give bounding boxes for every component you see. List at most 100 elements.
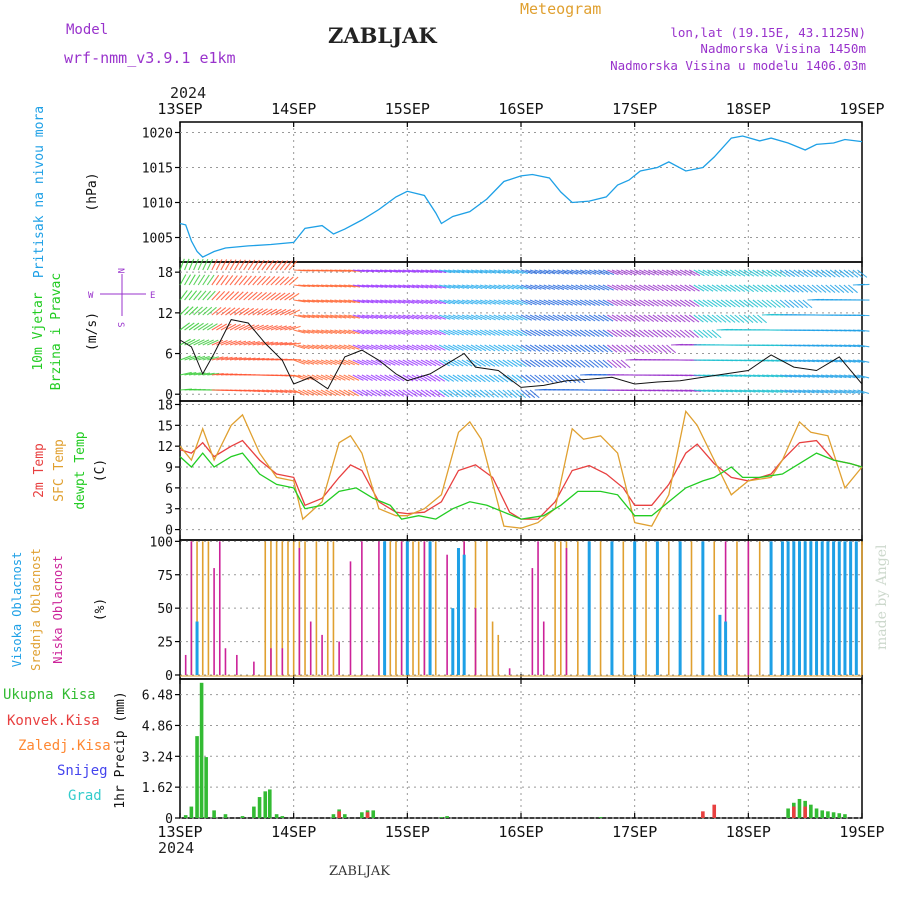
wind-barb [816,284,827,293]
clouds-ytick-label: 50 [157,602,173,617]
cloud-bar-high [195,621,199,675]
wind-barb [256,259,265,271]
wind-barb [343,374,355,381]
wind-barb [470,314,483,321]
wind-barb [202,323,214,331]
precip-ytick-label: 3.24 [142,750,173,765]
wind-barb [420,269,433,273]
wind-barb [738,284,750,293]
wind-barb [457,314,469,321]
wind-barb [793,269,805,278]
wind-barb [611,284,623,291]
wind-barb [575,299,587,306]
wind-barb [557,299,569,306]
wind-barb [479,284,492,290]
credit-watermark: made by Angel [874,544,890,650]
wind-barb [761,299,772,308]
cloud-bar-high [797,541,801,675]
wind-barb [834,269,845,278]
cloud-bar-high [462,554,466,675]
wind-barb [816,269,827,278]
wind-barb [338,329,351,335]
wind-barb [229,340,242,346]
wind-barb [220,340,233,346]
wind-barb [479,389,490,398]
wind-barb [548,284,560,291]
precip-bar-total [189,806,194,818]
wind-barb [179,371,192,376]
wind-barb [220,356,233,361]
wind-barb [811,389,824,394]
wind-barb [247,259,256,271]
wind-barb [520,359,532,368]
wind-barb [229,357,242,361]
wind-barb [525,269,538,275]
wind-barb [270,260,279,271]
wind-barb [193,274,201,286]
precip-bar-total [843,814,847,818]
wind-barb [734,314,745,323]
wind-barb [698,299,709,308]
wind-barb [670,269,683,276]
wind-barb [466,314,478,321]
precip-bar-total [252,806,256,818]
precip-panel: 0 1.62 3.24 4.86 6.48 1hr Precip (mm) Ukupna K… [3,678,863,827]
wind-barb [743,299,754,308]
wind-barb [207,356,219,361]
wind-barb [357,269,370,273]
wind-barb [420,389,432,398]
wind-barb [607,344,618,353]
wind-barb [265,276,276,286]
cloud-bar-high [780,541,784,675]
wind-barb [211,290,221,301]
compass-west: W [88,291,94,301]
wind-barb [488,299,501,305]
wind-barb [361,389,373,397]
cloud-bar-low [361,541,363,675]
wind-barb [625,269,637,276]
wind-barb [375,299,388,304]
wind-barb [402,269,415,273]
wind-barb [461,284,474,290]
wind-barb [511,314,523,321]
wind-barb [188,355,201,361]
precip-bar-conv [365,812,370,818]
wind-barb [548,314,560,322]
wind-barb [316,374,328,381]
wind-barb [207,339,219,346]
wind-barb [402,314,415,320]
wind-barb [338,374,351,381]
cloud-bar-low [253,661,255,675]
wind-barb [525,389,536,399]
wind-barb [616,344,627,353]
wind-barb [479,314,492,321]
wind-barb [238,291,249,301]
wind-barb [711,284,723,292]
wind-barb [588,329,600,337]
wind-barb [211,373,224,376]
wind-barb [707,329,717,339]
wind-barb [511,389,522,399]
wind-barb [766,374,779,378]
pressure-ytick-label: 1015 [142,162,173,177]
wind-barb [225,291,235,301]
wind-barb [293,359,306,365]
cloud-bar-high [803,541,807,675]
wind-barb [261,324,274,331]
precip-bar-total [280,816,285,818]
pressure-panel: 1005 1010 1015 1020 Pritisak na nivou mora (h… [32,106,863,278]
wind-barb [611,359,622,369]
cloud-bar-high [843,541,847,675]
wind-barb [307,359,319,365]
precip-bar-total [439,817,444,818]
wind-barb [684,284,696,292]
precip-bar-total [598,817,603,818]
cloud-bar-high [724,621,728,675]
wind-barb [566,299,578,306]
cloud-bar-mid [713,541,716,675]
wind-barb [311,329,324,334]
wind-barb [402,299,415,304]
model-altitude-text: Nadmorska Visina u modelu 1406.03m [610,58,866,73]
wind-barb [239,357,252,361]
wind-barb [738,299,750,308]
